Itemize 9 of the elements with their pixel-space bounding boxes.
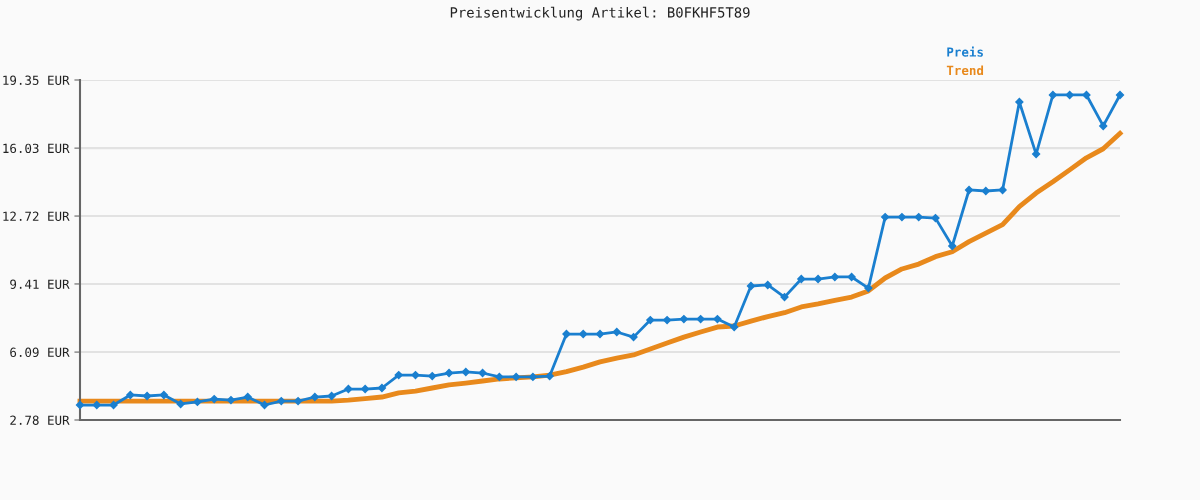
y-tick-label: 9.41 EUR bbox=[10, 279, 70, 289]
y-tick-label: 19.35 EUR bbox=[3, 75, 70, 85]
text: Trend bbox=[946, 65, 984, 76]
text: Preis bbox=[947, 46, 983, 57]
chart-title: Preisentwicklung Artikel: B0FKHF5T89 bbox=[450, 6, 750, 21]
y-tick-label: 16.03 EUR bbox=[3, 143, 70, 154]
y-tick-label: 6.09 EUR bbox=[10, 347, 70, 358]
y-tick-label: 2.78 EUR bbox=[10, 415, 70, 425]
y-tick-label: 12.72 EUR bbox=[3, 211, 70, 221]
